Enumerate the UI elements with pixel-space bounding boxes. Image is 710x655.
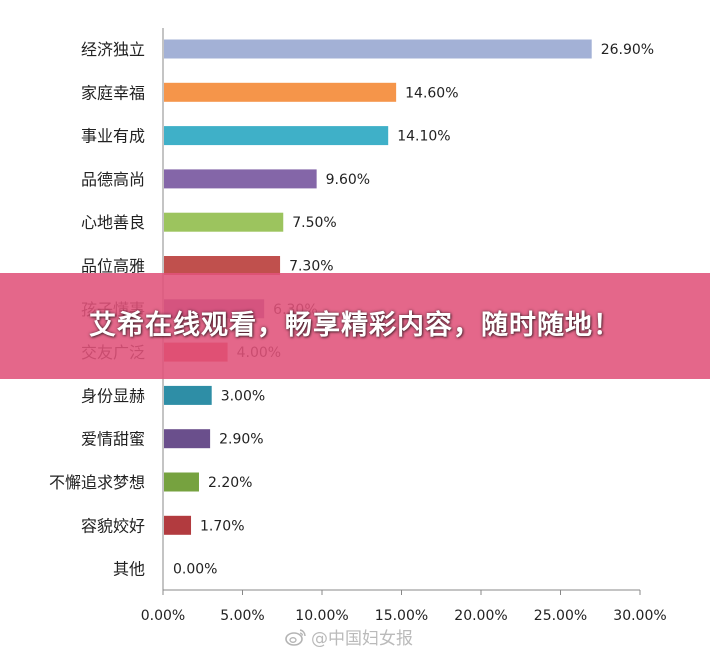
bar: [164, 385, 212, 405]
x-tick-label: 5.00%: [220, 608, 264, 624]
x-tick-label: 15.00%: [375, 608, 428, 624]
value-label: 0.00%: [173, 562, 217, 578]
weibo-icon: [285, 628, 306, 646]
promo-banner: 艾希在线观看，畅享精彩内容，随时随地！: [0, 273, 710, 379]
category-label: 不懈追求梦想: [49, 473, 145, 492]
value-label: 7.50%: [292, 215, 336, 231]
value-label: 2.90%: [219, 432, 263, 448]
bars: [164, 39, 592, 535]
bar: [164, 82, 397, 102]
value-label: 26.90%: [601, 42, 654, 58]
category-label: 品位高雅: [81, 257, 145, 276]
x-tick-label: 0.00%: [141, 608, 185, 624]
category-label: 家庭幸福: [81, 83, 145, 102]
x-tick-label: 30.00%: [613, 608, 666, 624]
value-labels: 26.90%14.60%14.10%9.60%7.50%7.30%6.30%4.…: [173, 42, 654, 578]
x-tick-label: 20.00%: [454, 608, 507, 624]
bar: [164, 515, 192, 535]
x-tick-label: 25.00%: [534, 608, 587, 624]
value-label: 7.30%: [289, 259, 333, 275]
category-label: 心地善良: [81, 213, 145, 232]
category-label: 容貌姣好: [81, 516, 145, 535]
value-label: 9.60%: [326, 172, 370, 188]
bar: [164, 169, 317, 189]
watermark: @中国妇女报: [285, 624, 413, 649]
value-label: 14.60%: [405, 85, 458, 101]
category-label: 爱情甜蜜: [81, 430, 145, 449]
value-label: 1.70%: [200, 518, 244, 534]
bar: [164, 429, 211, 449]
category-label: 事业有成: [81, 127, 145, 146]
category-label: 品德高尚: [81, 170, 145, 189]
category-label: 其他: [113, 560, 145, 579]
bar: [164, 126, 389, 146]
value-label: 2.20%: [208, 475, 252, 491]
bar: [164, 39, 592, 59]
category-label: 经济独立: [81, 40, 145, 59]
value-label: 3.00%: [221, 388, 265, 404]
value-label: 14.10%: [397, 129, 450, 145]
bar: [164, 472, 199, 492]
x-tick-labels: 0.00% 5.00% 10.00% 15.00% 20.00% 25.00% 30.00%: [141, 590, 667, 624]
bar: [164, 256, 281, 275]
watermark-text: @中国妇女报: [311, 629, 413, 649]
banner-text: 艾希在线观看，畅享精彩内容，随时随地！: [89, 310, 621, 341]
category-label: 身份显赫: [81, 386, 145, 405]
x-tick-label: 10.00%: [295, 608, 348, 624]
bar: [164, 212, 284, 232]
